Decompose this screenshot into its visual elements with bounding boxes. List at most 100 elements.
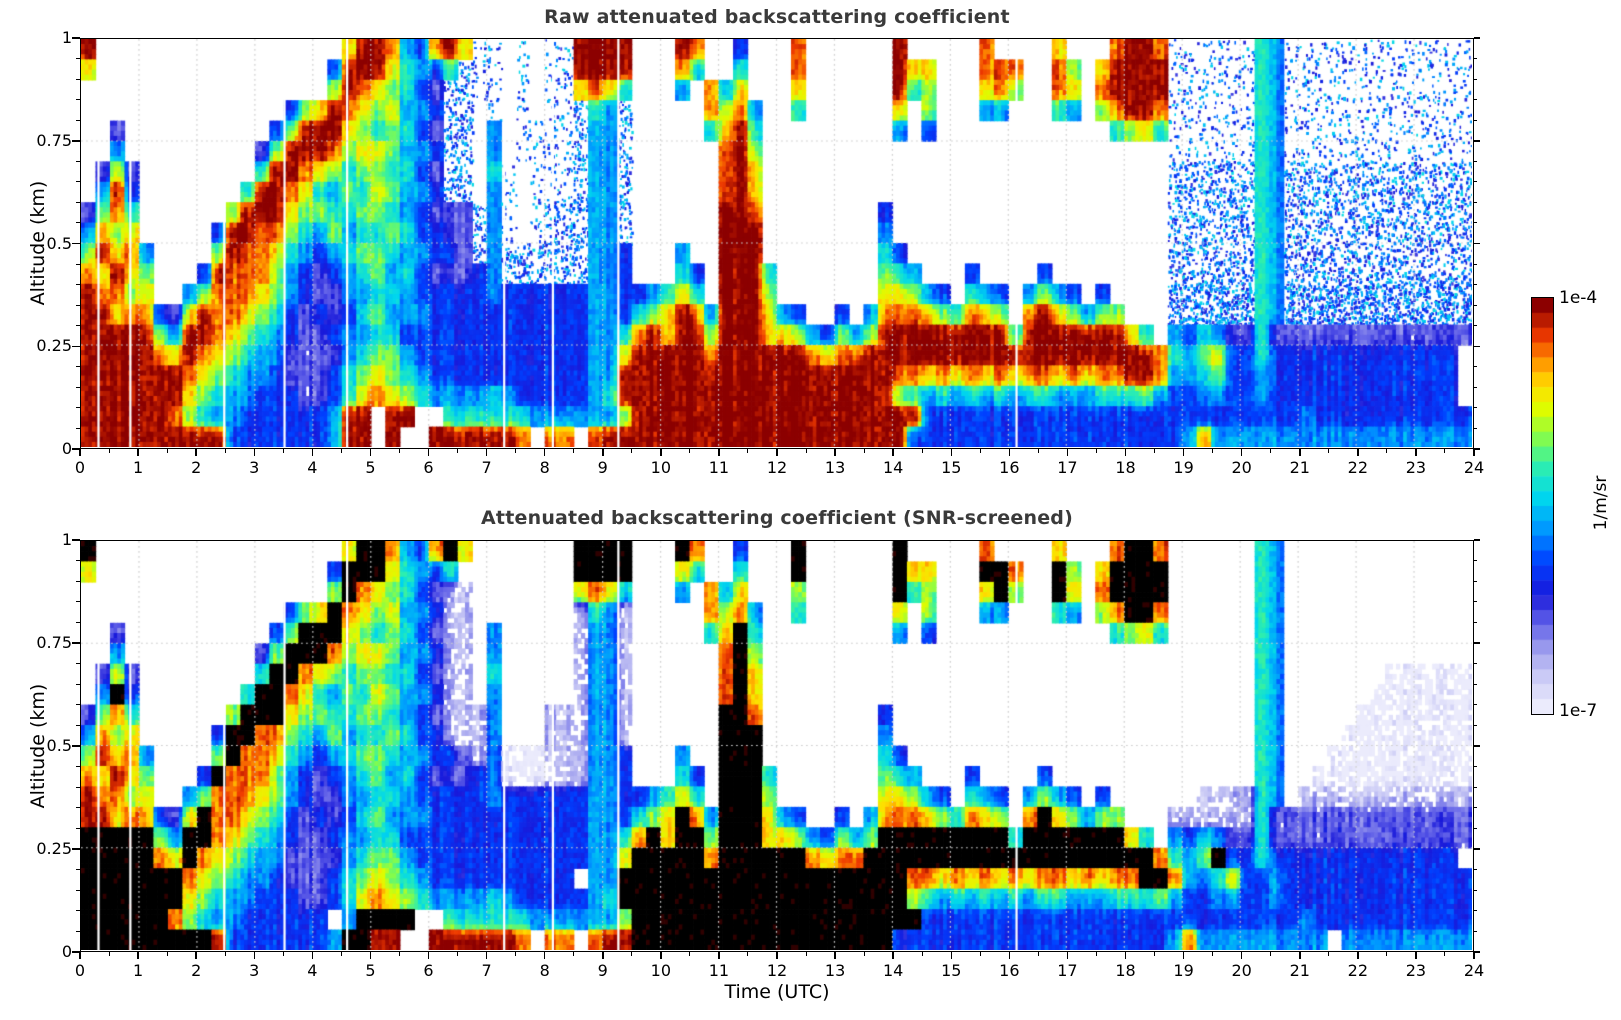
y-minor-tick-right xyxy=(1474,201,1477,203)
x-tick-label: 24 xyxy=(1463,961,1485,980)
x-tick-label: 2 xyxy=(191,458,202,477)
x-tick-label: 0 xyxy=(74,961,86,980)
x-minor-tick xyxy=(398,952,400,956)
x-minor-tick xyxy=(515,449,517,453)
x-tick xyxy=(1066,449,1069,456)
y-tick xyxy=(72,539,80,541)
x-minor-tick xyxy=(1444,952,1446,956)
x-tick xyxy=(660,449,662,456)
y-minor-tick-right xyxy=(1474,407,1477,409)
y-tick xyxy=(72,242,80,245)
x-tick xyxy=(1415,449,1417,456)
x-tick xyxy=(776,952,778,959)
y-minor-tick xyxy=(76,386,80,388)
x-minor-tick xyxy=(108,952,110,956)
x-minor-tick xyxy=(457,449,459,453)
x-minor-tick xyxy=(747,952,749,956)
y-minor-tick xyxy=(76,325,80,327)
y-tick-label: 0 xyxy=(61,942,72,961)
x-tick-label: 15 xyxy=(941,458,962,477)
y-minor-tick-right xyxy=(1474,683,1477,685)
y-minor-tick-right xyxy=(1474,869,1477,871)
y-minor-tick-right xyxy=(1474,766,1477,768)
x-tick-label: 8 xyxy=(539,458,550,477)
x-tick-label: 21 xyxy=(1289,961,1310,980)
y-minor-tick xyxy=(76,827,80,829)
x-tick xyxy=(253,449,255,456)
colorbar-min-label: 1e-7 xyxy=(1559,701,1598,721)
x-tick xyxy=(427,449,430,456)
y-minor-tick-right xyxy=(1474,621,1477,623)
x-tick-label: 17 xyxy=(1057,961,1078,980)
y-minor-tick xyxy=(76,807,80,809)
x-tick-label: 7 xyxy=(481,458,492,477)
y-minor-tick xyxy=(76,560,80,562)
x-tick xyxy=(1182,449,1185,456)
x-minor-tick xyxy=(166,449,168,453)
x-tick xyxy=(1008,952,1011,959)
x-minor-tick xyxy=(224,449,226,453)
x-tick-label: 22 xyxy=(1347,458,1368,477)
x-tick xyxy=(1415,952,1417,959)
x-tick xyxy=(892,952,894,959)
x-tick-label: 20 xyxy=(1231,961,1252,980)
x-tick xyxy=(369,952,372,959)
y-tick-label: 1 xyxy=(61,530,72,549)
x-tick xyxy=(1124,952,1127,959)
y-minor-tick xyxy=(76,889,80,891)
x-minor-tick xyxy=(1328,449,1330,453)
x-tick-label: 11 xyxy=(708,458,730,477)
heatmap-canvas-raw xyxy=(81,39,1472,447)
x-tick xyxy=(1357,952,1359,959)
x-tick xyxy=(137,449,139,456)
y-minor-tick-right xyxy=(1474,119,1477,121)
x-tick-label: 10 xyxy=(650,961,671,980)
x-tick xyxy=(485,449,488,456)
x-minor-tick xyxy=(1444,449,1446,453)
y-minor-tick xyxy=(76,869,80,871)
y-minor-tick xyxy=(76,766,80,768)
y-minor-tick xyxy=(76,724,80,726)
plot-area-screened xyxy=(80,540,1474,952)
x-minor-tick xyxy=(1328,952,1330,956)
y-minor-tick-right xyxy=(1474,560,1477,562)
y-minor-tick-right xyxy=(1474,910,1477,912)
x-minor-tick xyxy=(805,952,807,956)
x-tick-label: 3 xyxy=(249,961,260,980)
x-minor-tick xyxy=(1270,449,1272,453)
y-minor-tick xyxy=(76,910,80,912)
x-tick xyxy=(369,449,372,456)
y-minor-tick-right xyxy=(1474,99,1477,101)
x-axis-label: Time (UTC) xyxy=(724,981,830,1003)
x-tick xyxy=(427,952,430,959)
x-minor-tick xyxy=(340,952,342,956)
y-tick xyxy=(72,642,80,644)
y-tick xyxy=(72,448,80,450)
x-tick-label: 6 xyxy=(423,458,434,477)
x-tick-label: 14 xyxy=(882,961,904,980)
x-minor-tick xyxy=(863,952,865,956)
x-tick xyxy=(485,952,488,959)
y-tick xyxy=(72,140,80,142)
x-tick-label: 1 xyxy=(132,458,144,477)
x-tick xyxy=(79,952,81,959)
x-minor-tick xyxy=(224,952,226,956)
y-tick xyxy=(72,37,80,39)
y-minor-tick xyxy=(76,601,80,603)
x-tick xyxy=(195,952,197,959)
y-minor-tick xyxy=(76,580,80,582)
x-tick xyxy=(137,952,139,959)
x-tick xyxy=(1299,952,1301,959)
y-minor-tick xyxy=(76,366,80,368)
x-minor-tick xyxy=(108,449,110,453)
y-minor-tick xyxy=(76,704,80,706)
y-tick-right xyxy=(1474,539,1480,541)
y-minor-tick-right xyxy=(1474,580,1477,582)
x-tick xyxy=(1008,449,1011,456)
y-minor-tick xyxy=(76,427,80,429)
x-tick-label: 3 xyxy=(249,458,260,477)
x-tick-label: 23 xyxy=(1405,458,1427,477)
y-minor-tick xyxy=(76,284,80,286)
x-minor-tick xyxy=(979,449,981,453)
